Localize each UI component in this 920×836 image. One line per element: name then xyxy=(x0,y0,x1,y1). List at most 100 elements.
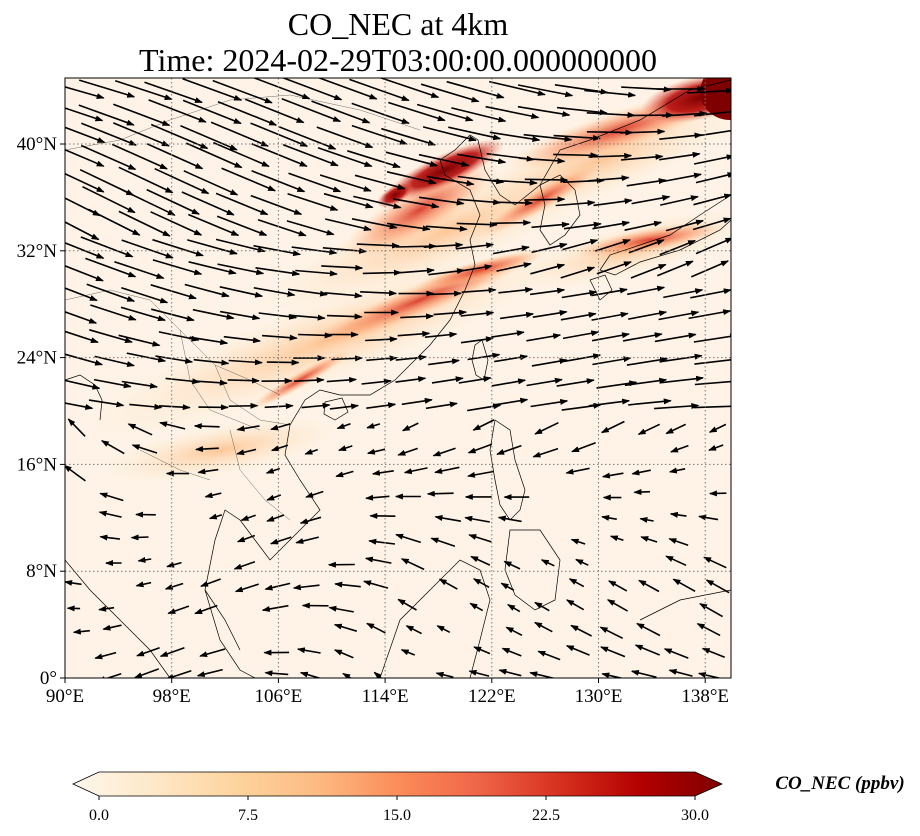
wind-arrow xyxy=(286,220,335,236)
wind-arrow xyxy=(118,166,174,194)
wind-arrow xyxy=(593,198,633,207)
wind-arrow xyxy=(694,380,731,386)
wind-arrow xyxy=(336,423,351,430)
wind-arrow xyxy=(265,467,281,474)
wind-arrow xyxy=(187,239,238,255)
wind-arrow xyxy=(599,626,624,640)
wind-arrow xyxy=(154,167,210,195)
wind-arrow xyxy=(636,622,661,637)
wind-arrow xyxy=(434,466,460,474)
wind-arrow xyxy=(304,448,318,455)
wind-arrow xyxy=(291,246,338,256)
map-gridlines xyxy=(65,78,731,678)
wind-arrow xyxy=(496,444,522,455)
wind-arrow xyxy=(193,358,230,366)
xtick-label: 114°E xyxy=(362,686,409,707)
wind-arrow xyxy=(250,194,303,216)
wind-arrow xyxy=(397,447,418,456)
wind-arrow xyxy=(662,172,702,183)
wind-arrow xyxy=(65,265,104,282)
wind-arrow xyxy=(627,285,666,296)
wind-arrow xyxy=(386,171,437,185)
wind-arrow xyxy=(630,263,667,279)
wind-arrow xyxy=(523,133,573,143)
wind-arrow xyxy=(639,516,654,523)
wind-arrow xyxy=(321,264,364,271)
wind-arrow xyxy=(188,261,237,275)
wind-arrow xyxy=(690,260,730,278)
wind-arrow xyxy=(213,141,270,168)
wind-arrow xyxy=(326,313,363,320)
wind-arrow xyxy=(264,670,289,677)
wind-arrow xyxy=(252,78,311,100)
wind-arrow xyxy=(490,199,534,206)
wind-arrow xyxy=(659,239,697,256)
wind-arrow xyxy=(688,309,731,320)
wind-arrow xyxy=(361,378,392,385)
wind-arrow xyxy=(299,516,322,525)
wind-arrow xyxy=(491,330,525,338)
wind-arrow xyxy=(287,288,328,297)
wind-arrow xyxy=(534,421,559,435)
wind-arrow xyxy=(219,286,264,298)
wind-arrow xyxy=(364,556,392,564)
wind-arrow xyxy=(693,154,731,165)
wind-arrow xyxy=(195,446,219,453)
wind-arrow xyxy=(537,650,561,661)
wind-arrow xyxy=(133,668,160,678)
wind-arrow xyxy=(146,188,200,215)
wind-arrow xyxy=(560,311,597,321)
wind-arrow xyxy=(637,423,661,436)
wind-arrow xyxy=(362,269,402,276)
wind-arrow xyxy=(694,108,731,117)
wind-arrow xyxy=(556,106,608,116)
wind-arrow xyxy=(373,671,383,678)
wind-arrow xyxy=(553,134,601,141)
wind-arrow xyxy=(400,558,425,571)
wind-arrow xyxy=(595,239,631,252)
wind-arrow xyxy=(426,175,475,187)
wind-arrow xyxy=(663,288,704,299)
wind-arrow xyxy=(311,100,371,124)
wind-arrow xyxy=(532,309,568,318)
wind-arrow xyxy=(184,283,230,298)
wind-arrow xyxy=(686,87,731,94)
wind-arrow xyxy=(221,167,277,192)
wind-arrow xyxy=(118,210,171,237)
wind-arrow xyxy=(98,510,122,518)
wind-arrow xyxy=(591,287,628,297)
wind-arrow xyxy=(555,199,596,207)
map-title: CO_NEC at 4km xyxy=(287,6,509,42)
wind-arrow xyxy=(227,377,260,384)
wind-arrow xyxy=(323,192,374,209)
wind-arrow xyxy=(433,309,468,316)
wind-arrow xyxy=(155,355,194,364)
wind-arrow xyxy=(65,221,100,241)
wind-arrow xyxy=(182,99,242,125)
wind-arrow xyxy=(507,604,521,613)
wind-arrow xyxy=(356,242,400,249)
wind-arrow xyxy=(473,646,491,655)
wind-arrow xyxy=(460,310,495,317)
wind-arrow xyxy=(565,467,590,475)
wind-arrow xyxy=(634,644,661,656)
wind-arrow xyxy=(180,124,238,151)
wind-arrow xyxy=(668,467,686,474)
wind-arrow xyxy=(467,352,501,361)
wind-arrow xyxy=(81,122,138,146)
wind-arrow xyxy=(85,257,137,278)
colorbar-tick-label: 7.5 xyxy=(238,807,258,824)
wind-arrow xyxy=(144,81,203,104)
wind-arrow xyxy=(244,98,305,124)
wind-arrow xyxy=(499,311,535,320)
wind-arrow xyxy=(436,625,451,634)
wind-arrow xyxy=(282,143,339,167)
wind-arrow xyxy=(194,379,228,386)
wind-arrow xyxy=(94,651,117,660)
wind-arrow xyxy=(261,604,289,612)
wind-arrow xyxy=(568,578,585,588)
wind-arrow xyxy=(67,418,86,437)
wind-arrow xyxy=(317,146,373,168)
wind-arrow xyxy=(396,267,435,274)
